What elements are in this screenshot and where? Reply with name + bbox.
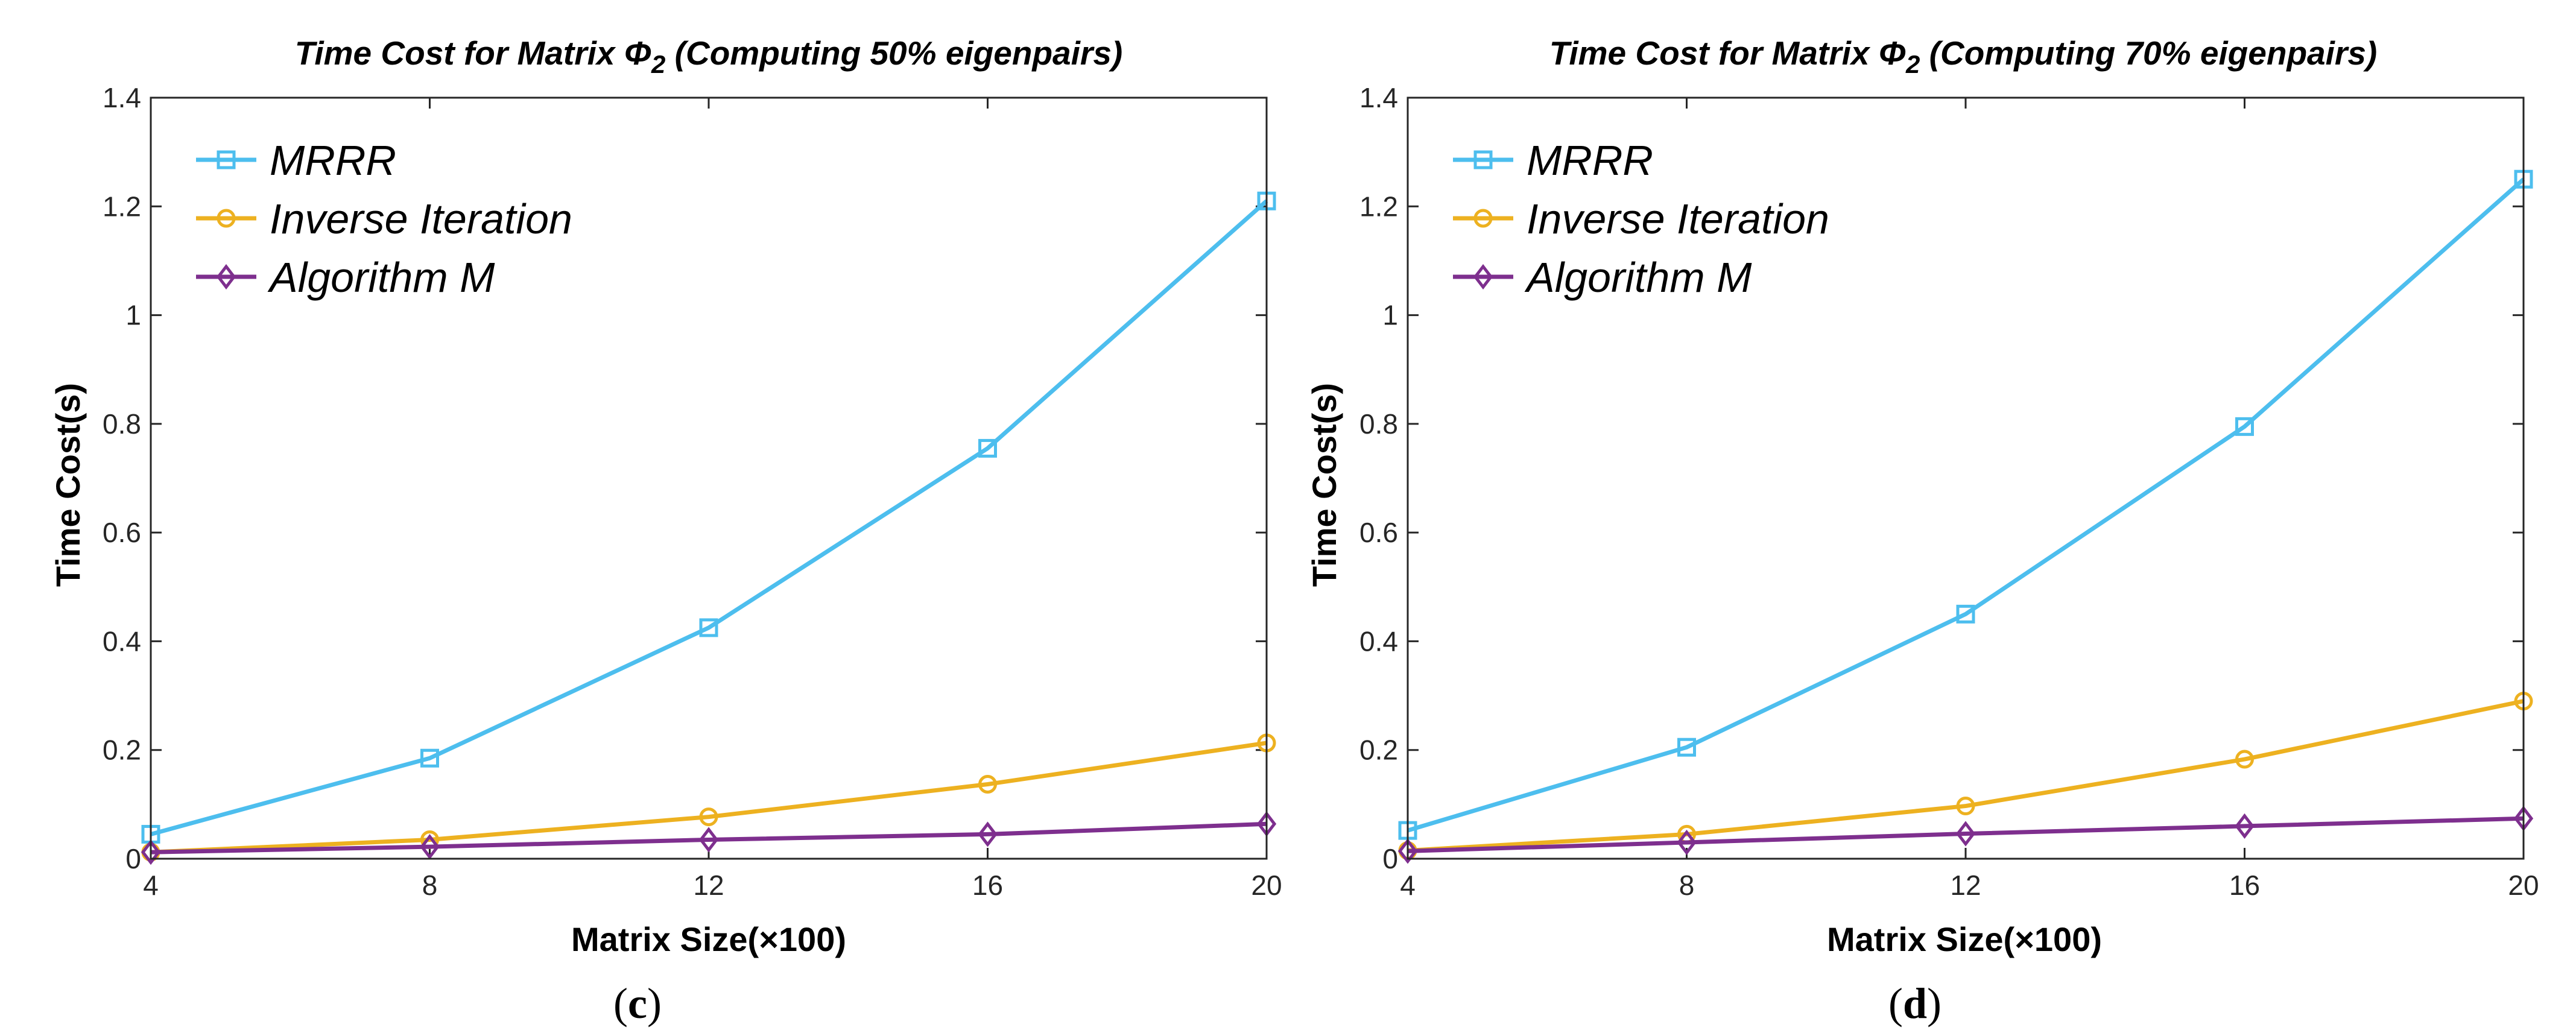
plot-frame	[150, 96, 1268, 860]
data-point-diamond	[420, 834, 440, 860]
x-tick-label: 8	[1679, 870, 1695, 901]
data-point-square	[978, 438, 997, 458]
data-point-circle	[699, 807, 718, 827]
y-tick-label: 1	[125, 300, 141, 331]
x-tick-label: 20	[2508, 870, 2539, 901]
data-point-square	[1677, 738, 1696, 757]
data-point-circle	[1956, 797, 1975, 816]
x-tick-label: 8	[422, 870, 438, 901]
data-point-circle	[2235, 750, 2254, 769]
legend: MRRR Inverse Iteration Algorithm M	[1453, 137, 1829, 301]
legend-marker-circle	[217, 209, 236, 228]
y-axis-label: Time Cost(s)	[49, 383, 87, 587]
y-tick-label: 0.2	[103, 734, 141, 766]
data-point-square	[420, 748, 439, 768]
y-tick-label: 0.6	[1359, 517, 1398, 548]
legend-marker-diamond	[216, 264, 236, 290]
data-point-diamond	[1955, 821, 1976, 847]
legend-marker-circle	[1473, 209, 1493, 228]
legend-label: Algorithm M	[1524, 254, 1752, 301]
x-tick-label: 16	[972, 870, 1003, 901]
figure-caption-d: (d)	[1888, 979, 1941, 1028]
chart-title: Time Cost for Matrix Φ2 (Computing 50% e…	[295, 34, 1123, 78]
x-axis-label: Matrix Size(×100)	[571, 920, 846, 958]
tick-layer: 4 8 12 16 20 0 0.2 0.4 0.6 0.8 1 1.2 1.4	[103, 82, 1282, 901]
data-point-circle	[978, 775, 997, 794]
data-point-diamond	[2235, 813, 2255, 839]
y-tick-label: 0.8	[1359, 408, 1398, 440]
x-axis-label: Matrix Size(×100)	[1827, 920, 2102, 958]
x-tick-label: 12	[1950, 870, 1981, 901]
y-tick-label: 1.2	[103, 191, 141, 222]
y-tick-label: 0	[1382, 843, 1398, 874]
series-layer	[1397, 169, 2534, 864]
legend-marker-square	[217, 150, 236, 169]
y-tick-label: 0.8	[103, 408, 141, 440]
tick-layer: 4 8 12 16 20 0 0.2 0.4 0.6 0.8 1 1.2 1.4	[1359, 82, 2539, 901]
y-tick-label: 1.2	[1359, 191, 1398, 222]
data-point-square	[2235, 417, 2254, 436]
series-line-square	[1407, 177, 2525, 833]
data-point-diamond	[1677, 829, 1697, 856]
plot-frame	[1407, 96, 2525, 860]
data-point-diamond	[978, 821, 998, 847]
series-line-circle	[150, 741, 1267, 855]
data-point-diamond	[1397, 838, 1418, 864]
legend-marker-square	[1473, 150, 1493, 169]
legend-label: MRRR	[1527, 137, 1653, 184]
y-axis-label: Time Cost(s)	[1305, 383, 1343, 587]
series-line-diamond	[1407, 816, 2524, 853]
y-tick-label: 0.2	[1359, 734, 1398, 766]
legend-label: Inverse Iteration	[1527, 195, 1829, 242]
y-tick-label: 1.4	[1359, 82, 1398, 113]
series-line-circle	[1407, 699, 2524, 853]
y-tick-label: 0.6	[103, 517, 141, 548]
figure-caption-c: (c)	[613, 979, 662, 1028]
y-tick-label: 0.4	[1359, 625, 1398, 657]
y-tick-label: 0.4	[103, 625, 141, 657]
x-tick-label: 20	[1251, 870, 1282, 901]
legend-marker-diamond	[1473, 264, 1493, 290]
chart-panel-d: Time Cost for Matrix Φ2 (Computing 70% e…	[1305, 34, 2539, 1028]
y-tick-label: 0	[125, 843, 141, 874]
chart-panel-c: Time Cost for Matrix Φ2 (Computing 50% e…	[49, 34, 1282, 1028]
x-tick-label: 4	[143, 870, 159, 901]
data-point-square	[699, 618, 718, 637]
data-point-square	[1956, 604, 1975, 624]
data-point-diamond	[698, 827, 719, 853]
legend-label: MRRR	[270, 137, 396, 184]
series-line-diamond	[150, 821, 1267, 855]
legend-label: Algorithm M	[267, 254, 495, 301]
y-tick-label: 1	[1382, 300, 1398, 331]
chart-title: Time Cost for Matrix Φ2 (Computing 70% e…	[1549, 34, 2378, 78]
legend: MRRR Inverse Iteration Algorithm M	[196, 137, 572, 301]
data-point-diamond	[141, 839, 161, 865]
x-tick-label: 16	[2229, 870, 2260, 901]
y-tick-label: 1.4	[103, 82, 141, 113]
x-tick-label: 4	[1400, 870, 1416, 901]
legend-label: Inverse Iteration	[270, 195, 572, 242]
x-tick-label: 12	[693, 870, 724, 901]
series-line-square	[150, 199, 1268, 836]
